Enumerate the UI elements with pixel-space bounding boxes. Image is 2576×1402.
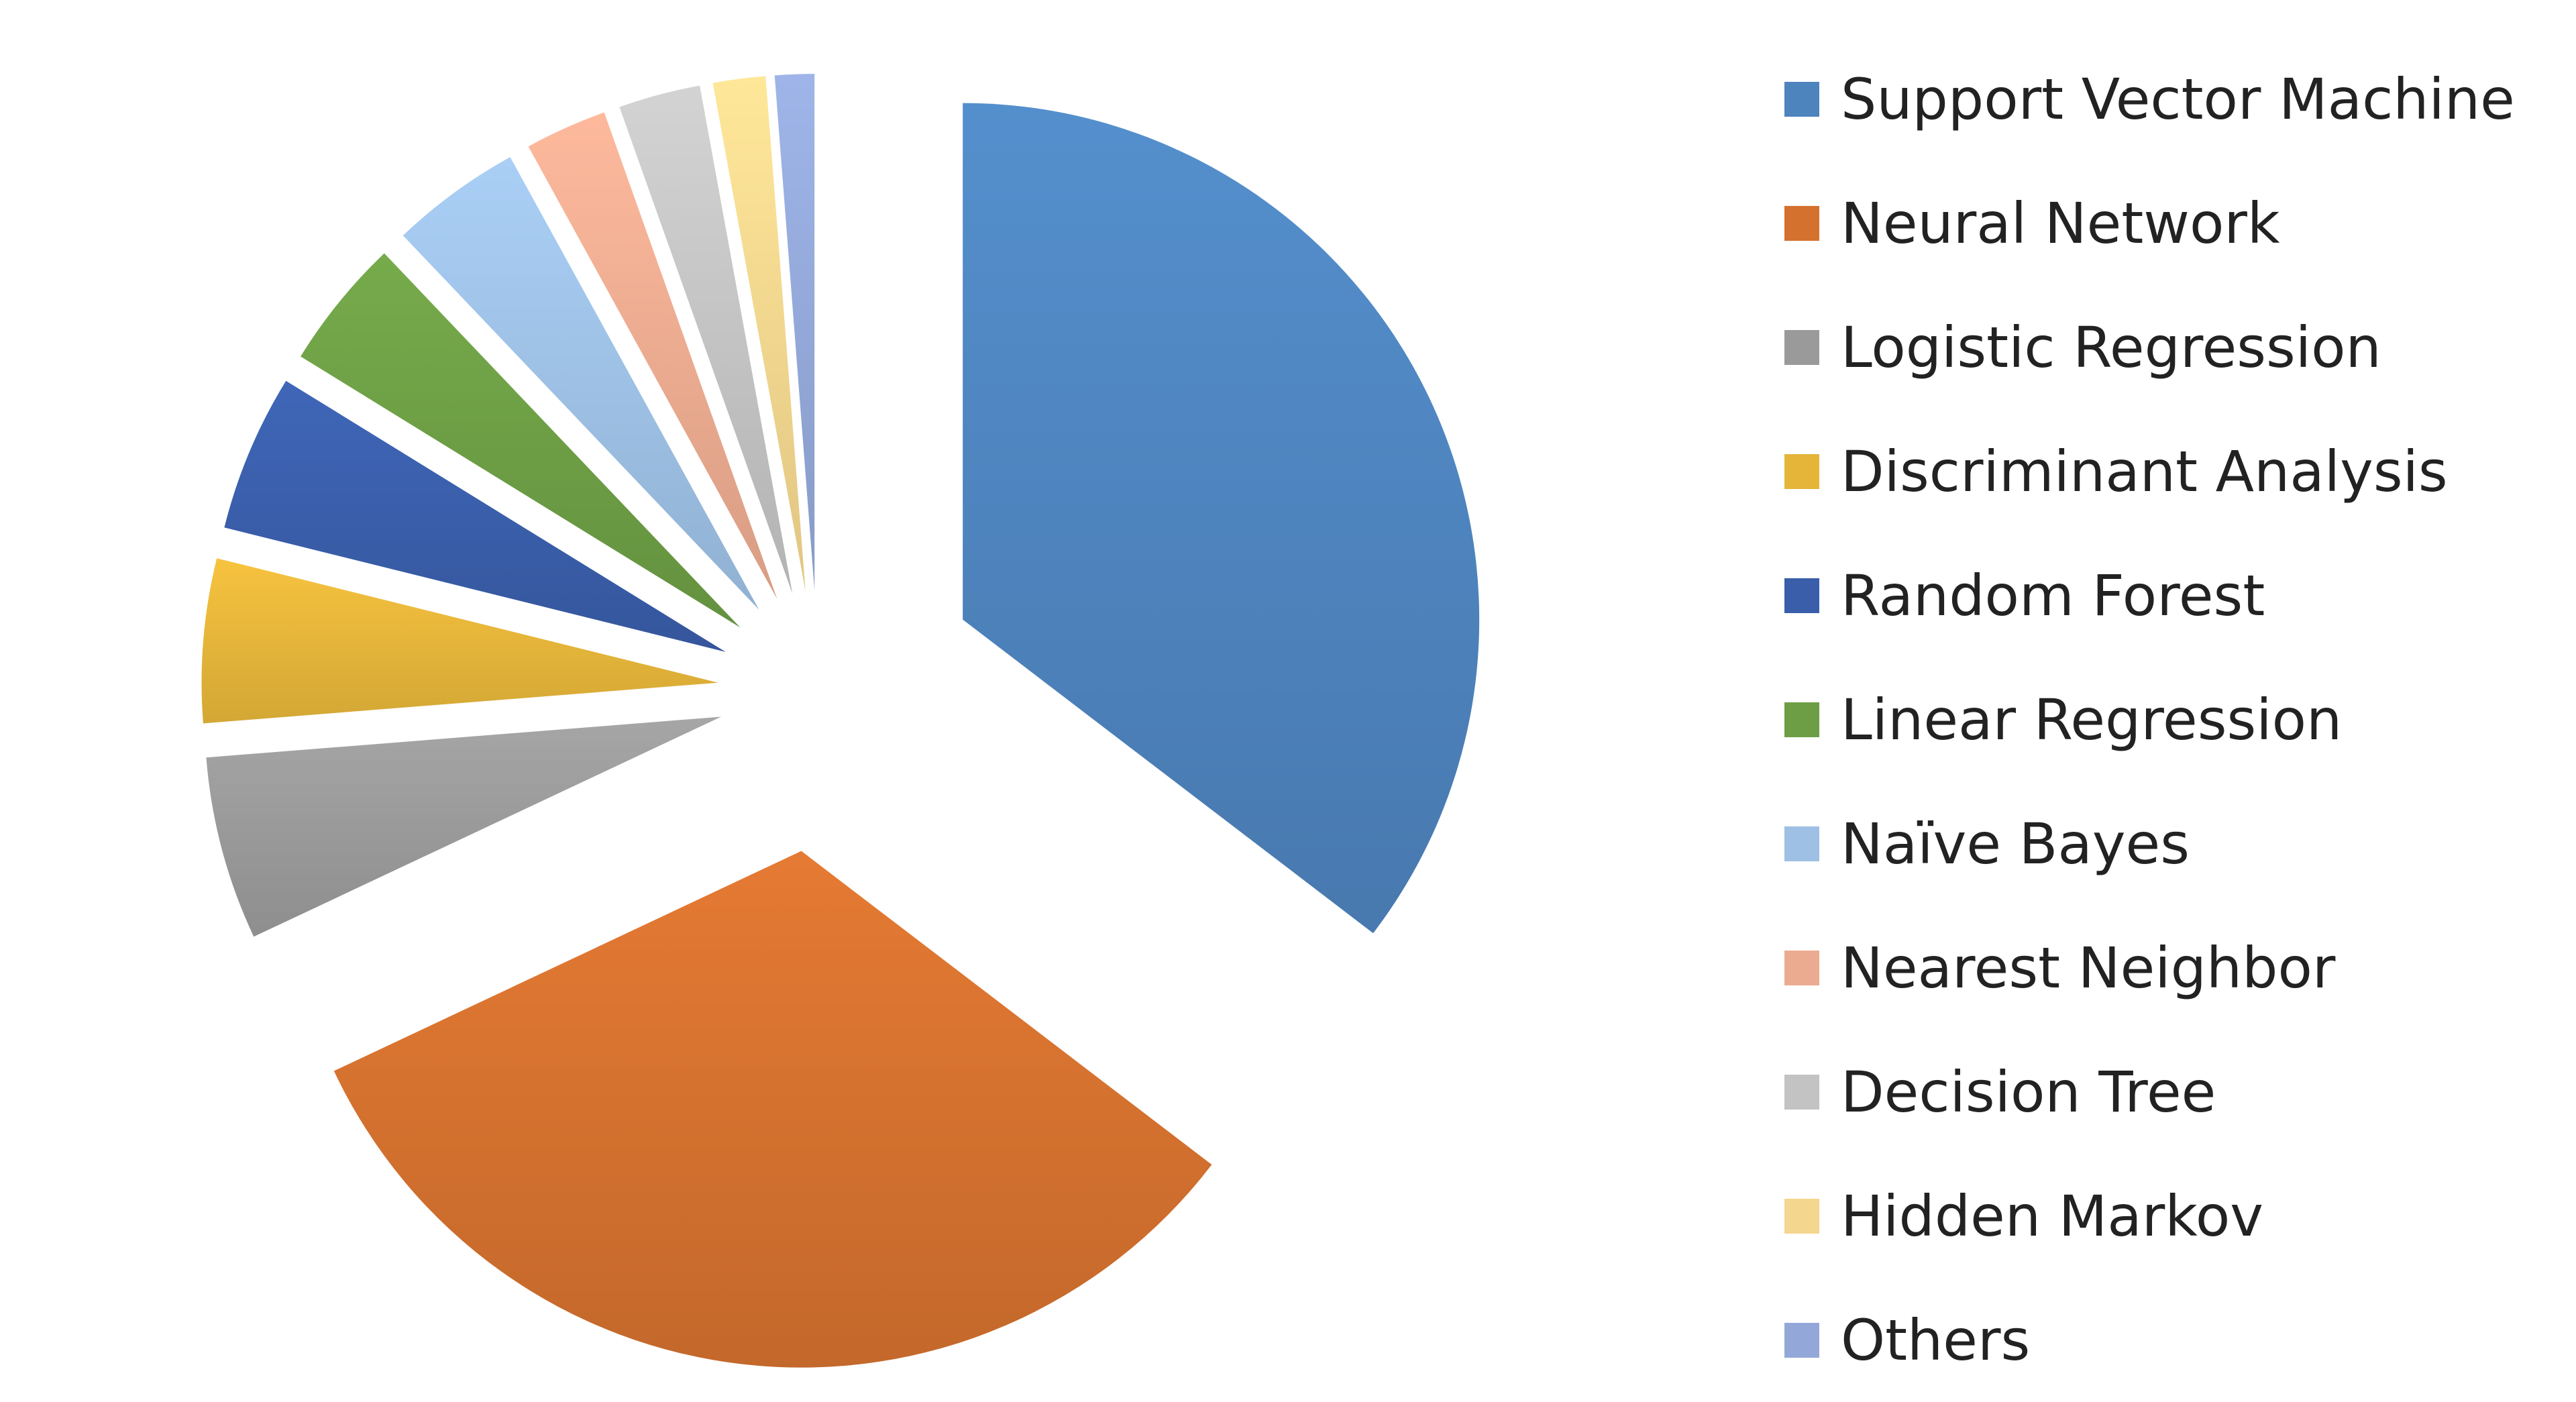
legend-item: Hidden Markov: [1784, 1154, 2515, 1278]
legend-swatch: [1784, 1198, 1819, 1234]
legend-label: Hidden Markov: [1841, 1183, 2263, 1249]
legend-item: Neural Network: [1784, 161, 2515, 285]
legend-label: Others: [1841, 1307, 2031, 1373]
legend-item: Support Vector Machine: [1784, 37, 2515, 161]
pie-slice-support-vector-machine: [963, 103, 1480, 934]
legend-swatch: [1784, 578, 1819, 613]
legend-label: Nearest Neighbor: [1841, 934, 2336, 1001]
legend-label: Linear Regression: [1841, 686, 2343, 753]
legend-swatch: [1784, 950, 1819, 985]
pie-slice-random-forest: [224, 380, 726, 652]
pie-slice-others: [774, 74, 815, 591]
legend-label: Random Forest: [1841, 562, 2265, 629]
legend-swatch: [1784, 826, 1819, 861]
legend-item: Nearest Neighbor: [1784, 906, 2515, 1030]
legend-swatch: [1784, 81, 1819, 117]
legend: Support Vector Machine Neural Network Logi…: [1784, 37, 2515, 1402]
pie-slice-logistic-regression: [206, 716, 722, 937]
pie-slice-nearest-neighbor: [528, 112, 777, 600]
pie-slice-decision-tree: [619, 85, 793, 594]
legend-swatch: [1784, 1074, 1819, 1110]
legend-item: Decision Tree: [1784, 1030, 2515, 1154]
legend-item: Linear Regression: [1784, 657, 2515, 781]
legend-label: Neural Network: [1841, 190, 2280, 256]
legend-swatch: [1784, 453, 1819, 489]
legend-label: Decision Tree: [1841, 1059, 2216, 1125]
legend-swatch: [1784, 205, 1819, 241]
legend-label: Discriminant Analysis: [1841, 438, 2448, 504]
pie-slice-neural-network: [333, 851, 1212, 1368]
legend-label: Naïve Bayes: [1841, 810, 2190, 877]
legend-item: Naïve Bayes: [1784, 781, 2515, 906]
legend-item: Random Forest: [1784, 533, 2515, 657]
pie-slice-discriminant-analysis: [201, 558, 718, 724]
legend-item: Others: [1784, 1278, 2515, 1402]
pie-slice-linear-regression: [301, 253, 741, 628]
legend-item: Discriminant Analysis: [1784, 409, 2515, 533]
legend-swatch: [1784, 329, 1819, 365]
legend-item: Logistic Regression: [1784, 285, 2515, 409]
pie-slice-na-ve-bayes: [402, 157, 759, 610]
legend-swatch: [1784, 1322, 1819, 1358]
pie-slice-hidden-markov: [712, 76, 806, 592]
legend-swatch: [1784, 702, 1819, 737]
legend-label: Logistic Regression: [1841, 314, 2381, 380]
legend-label: Support Vector Machine: [1841, 66, 2515, 132]
